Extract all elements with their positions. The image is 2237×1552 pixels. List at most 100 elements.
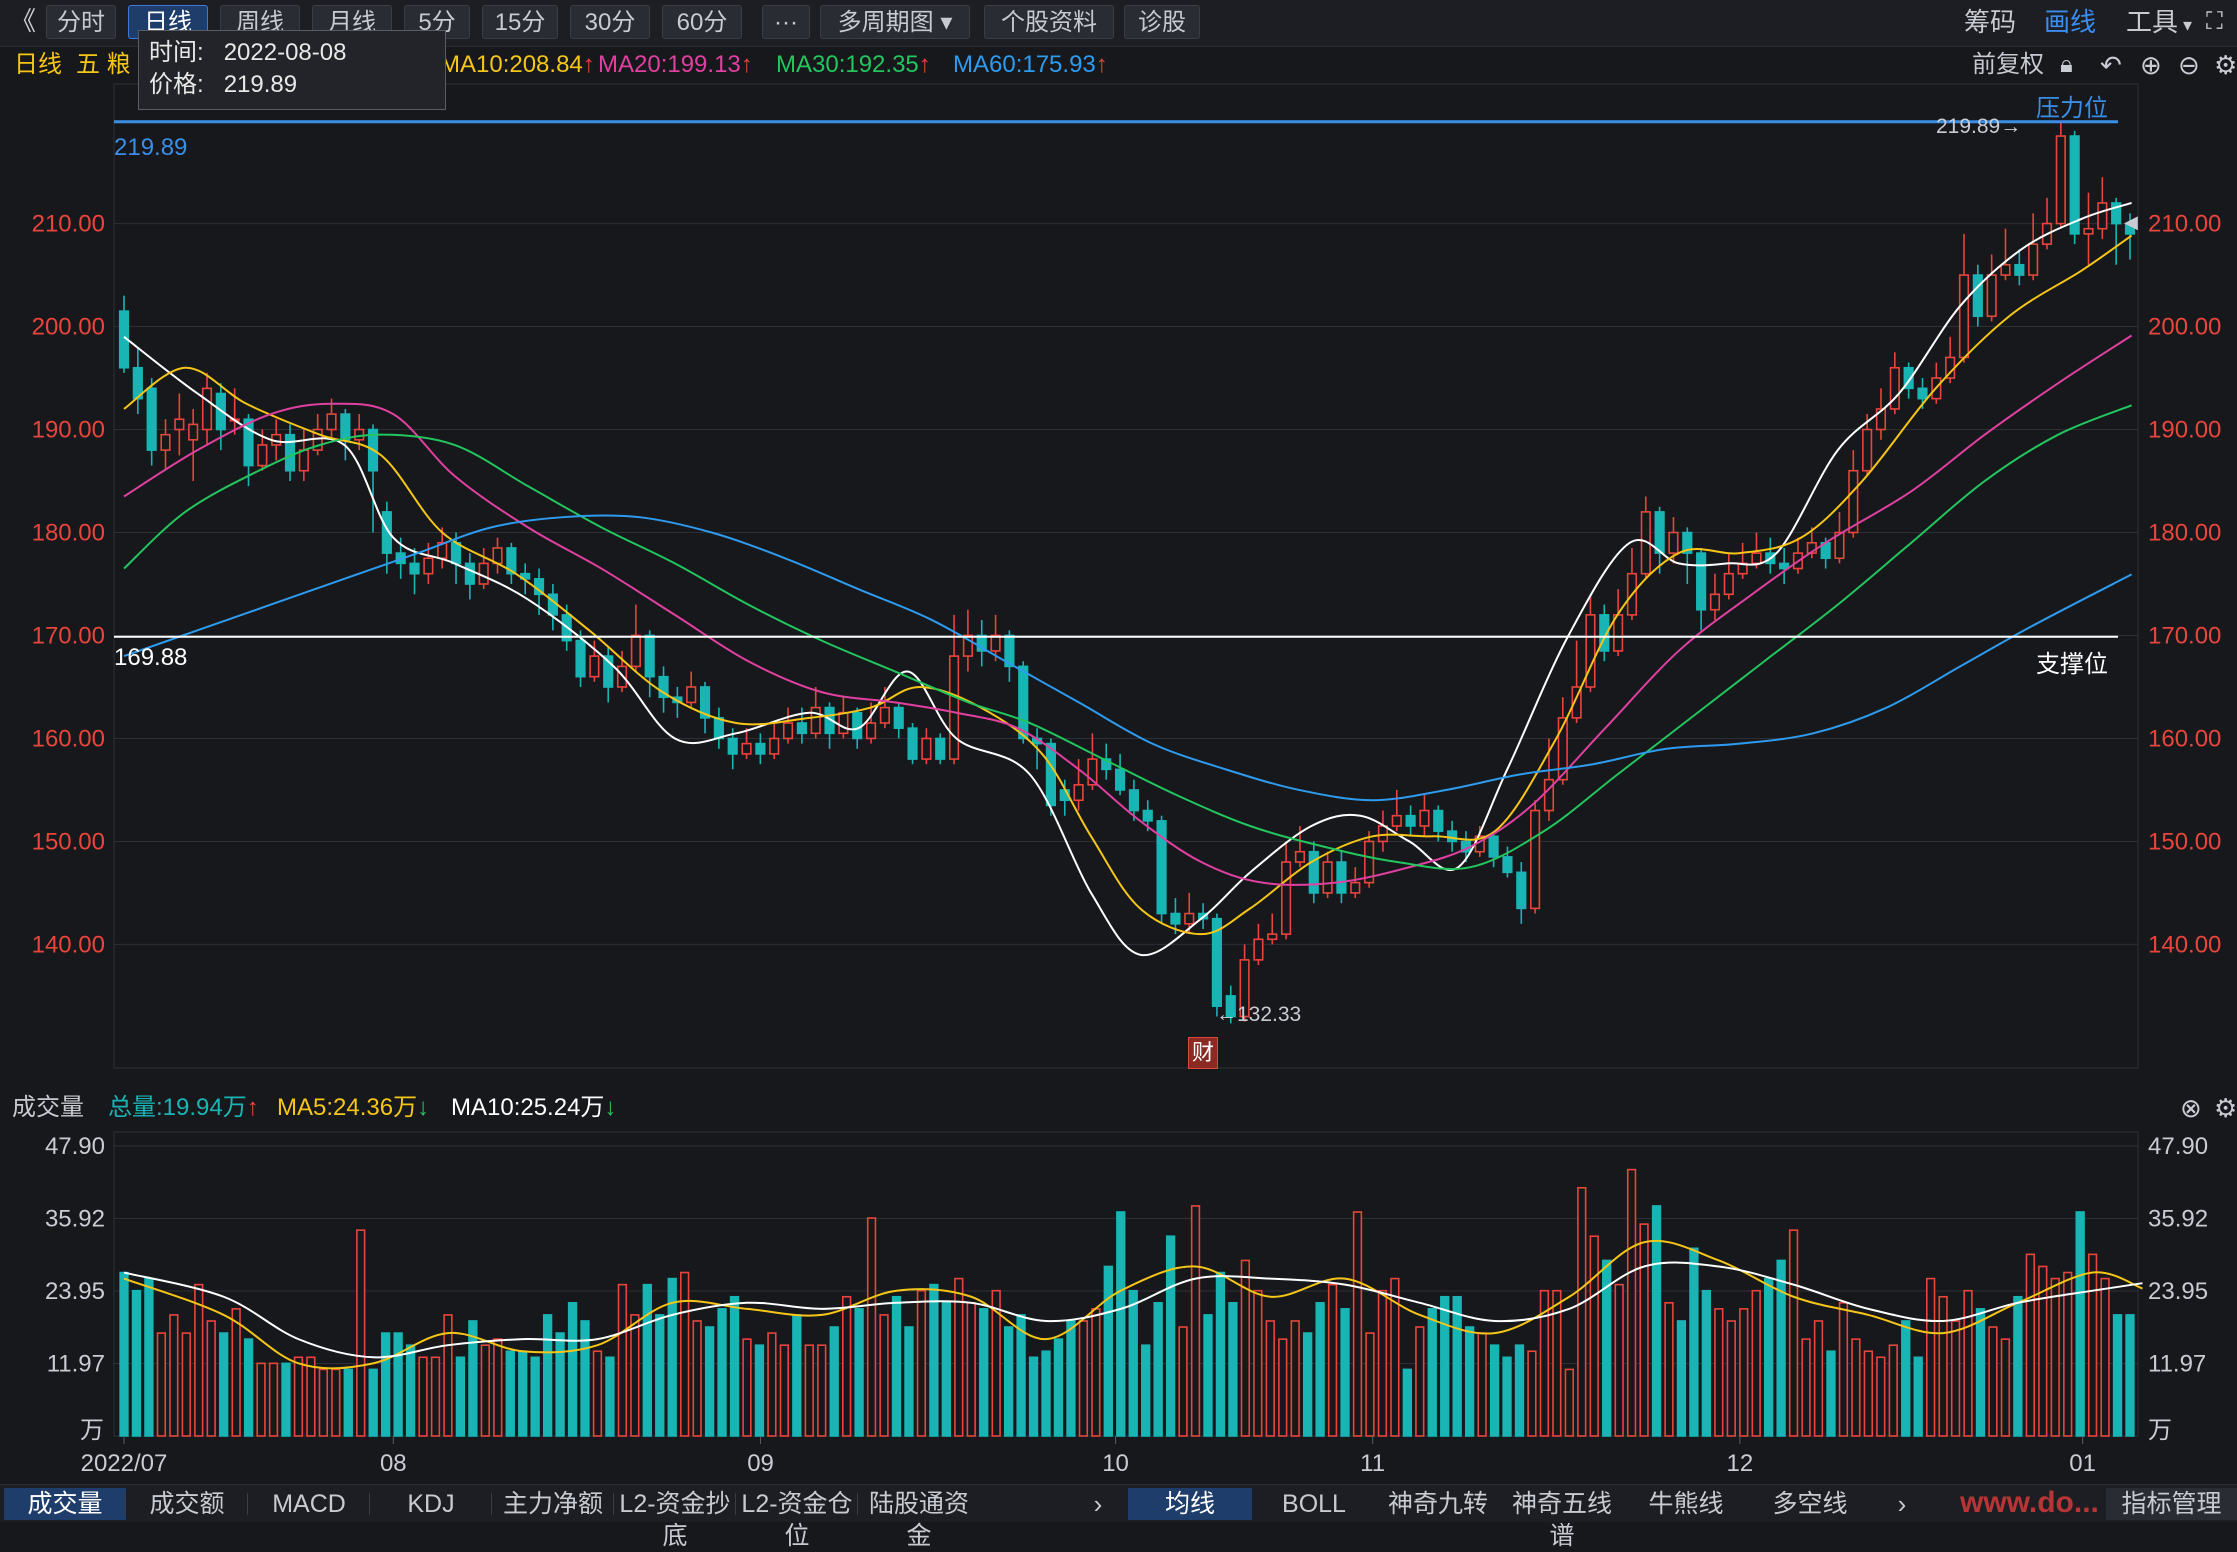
volume-bar <box>2038 1265 2048 1437</box>
volume-ma5: MA5:24.36万↓ <box>277 1090 429 1126</box>
candle-body <box>1364 840 1375 884</box>
price-tick-right: 210.00 <box>2148 211 2221 238</box>
candle-body <box>326 413 337 431</box>
candle-body <box>865 722 877 740</box>
stock-info-button[interactable]: 个股资料 <box>984 5 1114 39</box>
indicator-tab-1[interactable]: 成交额 <box>149 1490 225 1518</box>
back-button[interactable]: 《 <box>10 6 37 36</box>
overlay-tab-3[interactable]: 神奇五线谱 <box>1511 1490 1612 1550</box>
overlay-tab-2[interactable]: 神奇九转 <box>1387 1490 1488 1518</box>
ma10-text: MA10:208.84 <box>440 51 583 78</box>
volume-bar <box>1701 1289 1712 1437</box>
volume-bar <box>729 1295 740 1437</box>
volume-bar <box>1651 1205 1662 1437</box>
indicator-tab-4[interactable]: 主力净额 <box>502 1490 603 1518</box>
volume-bar <box>1539 1289 1550 1437</box>
volume-ma10: MA10:25.24万↓ <box>451 1090 616 1126</box>
overlay-tab-5[interactable]: 多空线 <box>1772 1490 1848 1518</box>
candle-body <box>1530 809 1541 910</box>
volume-bar <box>1327 1283 1338 1437</box>
ma60-value: MA60:175.93↑ <box>953 48 1108 82</box>
volume-bar <box>1278 1338 1288 1437</box>
indicator-tab-0[interactable]: 成交量 <box>4 1488 126 1520</box>
candle-body <box>1018 665 1029 740</box>
volume-bar <box>2100 1277 2110 1437</box>
candle-body <box>2055 135 2066 225</box>
chevron-right-icon[interactable]: › <box>1897 1489 1907 1519</box>
volume-bar <box>430 1356 441 1437</box>
tooltip-price-value: 219.89 <box>223 71 298 98</box>
indicator-tab-7[interactable]: 陆股通资金 <box>868 1490 969 1550</box>
candle-body <box>1225 995 1236 1018</box>
fullscreen-icon[interactable]: ⛶ <box>2206 8 2223 35</box>
price-levels[interactable] <box>114 120 2118 638</box>
tooltip-time-label: 时间: <box>149 39 204 66</box>
overlay-tab-1[interactable]: BOLL <box>1282 1490 1346 1518</box>
tools-button[interactable]: 工具 ▾ <box>2126 5 2192 39</box>
chips-button[interactable]: 筹码 <box>1964 7 2017 37</box>
candle-body <box>174 418 185 431</box>
candle-body <box>381 511 392 554</box>
close-icon[interactable]: ⊗ <box>2180 1093 2202 1123</box>
more-button[interactable]: ··· <box>762 5 810 39</box>
volume-bar <box>268 1362 279 1437</box>
candle-body <box>1696 552 1707 611</box>
indicator-tab-3[interactable]: KDJ <box>407 1490 455 1518</box>
price-tick-left: 150.00 <box>32 828 105 855</box>
tab-separator <box>247 1493 248 1515</box>
multi-period-dropdown[interactable]: 多周期图 ▾ <box>820 5 970 39</box>
price-axis-right: 210.00 200.00 190.00 180.00 170.00 160.00 150.… <box>2148 211 2221 959</box>
volume-bar <box>1826 1350 1836 1437</box>
candle-body <box>1294 850 1306 863</box>
adjust-mode[interactable]: 前复权 <box>1972 51 2044 78</box>
ma-line-ma5 <box>123 202 2132 957</box>
indicator-manage-button[interactable]: 指标管理 <box>2106 1488 2237 1520</box>
period-tab-6[interactable]: 30分 <box>570 5 650 39</box>
candle-body <box>2028 243 2039 276</box>
candle-body <box>2000 263 2011 276</box>
volume-bar <box>1564 1368 1574 1437</box>
period-tab-7[interactable]: 60分 <box>662 5 742 39</box>
finance-badge[interactable]: 财 <box>1188 1037 1218 1069</box>
period-tab-0[interactable]: 分时 <box>46 5 116 39</box>
candle-body <box>257 444 268 467</box>
volume-bar <box>1116 1211 1126 1437</box>
volume-bar <box>331 1368 341 1437</box>
candle-body <box>2069 135 2080 235</box>
period-tab-5[interactable]: 15分 <box>482 5 558 39</box>
zoom-in-icon[interactable]: ⊕ <box>2140 50 2162 80</box>
gear-icon[interactable]: ⚙ <box>2214 50 2237 80</box>
volume-bar <box>1664 1302 1674 1437</box>
lock-icon[interactable]: 🔒︎ <box>2060 51 2073 78</box>
volume-bar <box>1028 1356 1039 1437</box>
volume-bar <box>181 1332 191 1437</box>
draw-button[interactable]: 画线 <box>2044 7 2097 37</box>
undo-icon[interactable]: ↶ <box>2100 50 2122 80</box>
support-label: 支撑位 <box>2036 651 2108 678</box>
candle-body <box>1391 814 1402 827</box>
volume-ma10-text: MA10:25.24万 <box>451 1094 605 1121</box>
diagnose-button[interactable]: 诊股 <box>1124 5 1200 39</box>
chevron-right-icon[interactable]: › <box>1093 1489 1103 1519</box>
volume-bar <box>1203 1314 1213 1437</box>
zoom-out-icon[interactable]: ⊖ <box>2178 50 2200 80</box>
overlay-tab-4[interactable]: 牛熊线 <box>1648 1490 1724 1518</box>
volume-bar <box>991 1289 1001 1437</box>
volume-bar <box>1178 1326 1188 1437</box>
candle-body <box>824 706 835 735</box>
overlay-tab-0[interactable]: 均线 <box>1128 1488 1252 1520</box>
volume-bar <box>1676 1320 1687 1437</box>
candle-body <box>1571 686 1582 719</box>
volume-bar <box>1103 1265 1113 1437</box>
price-axis-left: 210.00 200.00 190.00 180.00 170.00 160.00 150.… <box>32 211 105 959</box>
volume-bar <box>1813 1320 1824 1437</box>
support-price-label: 169.88 <box>114 644 188 671</box>
candle-body <box>603 655 614 688</box>
candle-body <box>796 722 807 735</box>
indicator-tab-5[interactable]: L2-资金抄底 <box>619 1490 731 1550</box>
price-tick-right: 200.00 <box>2148 314 2221 341</box>
indicator-tab-2[interactable]: MACD <box>272 1490 346 1518</box>
gear-icon[interactable]: ⚙ <box>2214 1093 2237 1123</box>
indicator-tab-6[interactable]: L2-资金仓位 <box>741 1490 853 1550</box>
